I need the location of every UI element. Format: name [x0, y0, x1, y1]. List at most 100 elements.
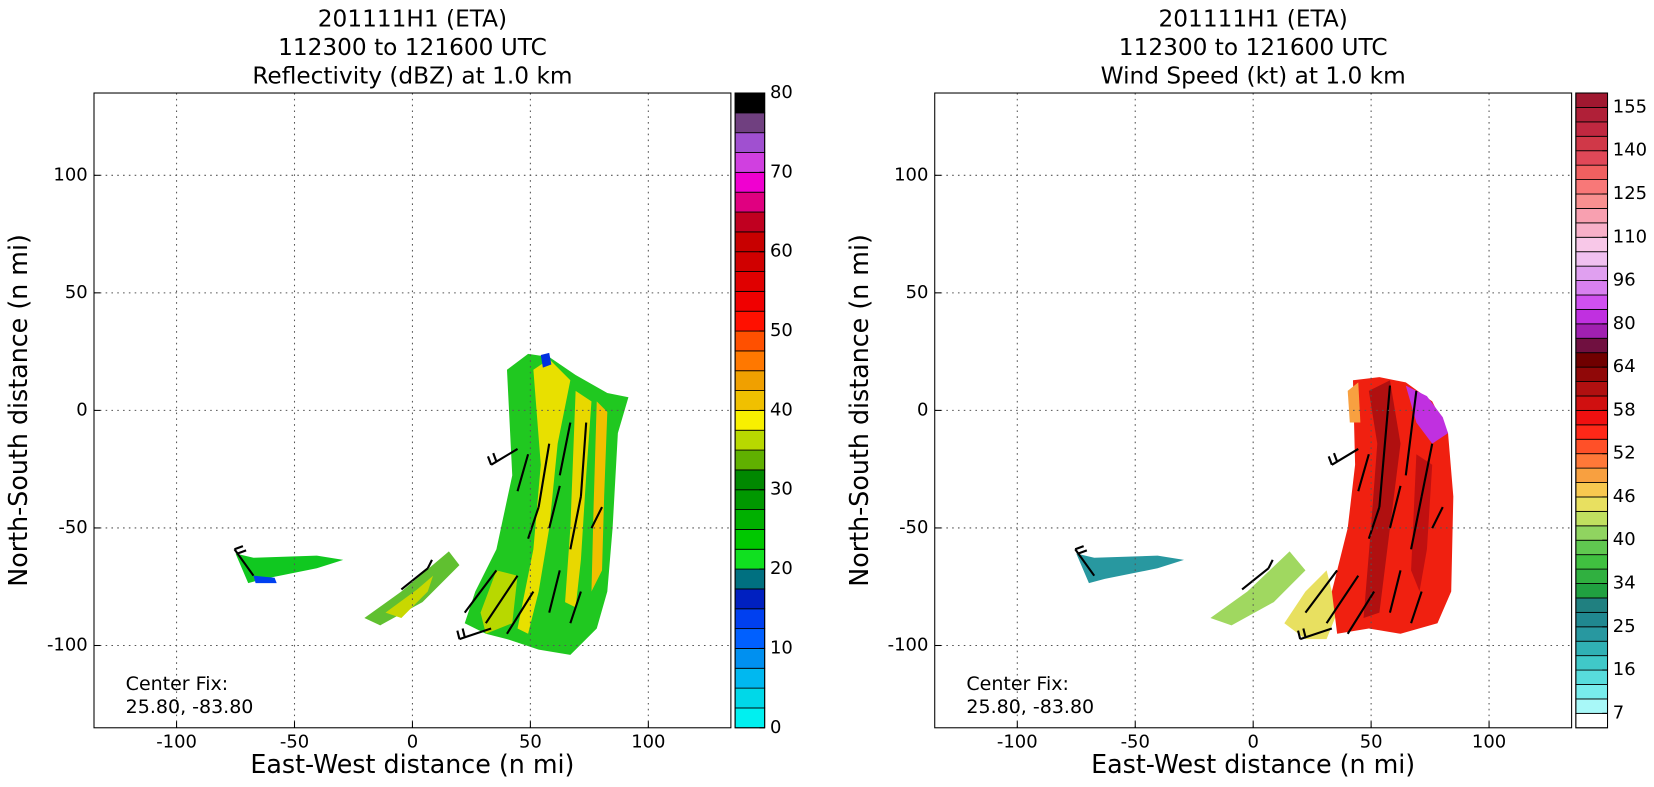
y-tick-label: 50 [65, 282, 88, 303]
colorbar-box [734, 191, 766, 213]
colorbar-box [734, 231, 766, 253]
colorbar-box [1575, 684, 1608, 700]
colorbar-box [734, 409, 766, 431]
wind-barbs [233, 422, 603, 641]
colorbar-tick-label: 60 [770, 241, 793, 262]
chart-subtitle: 112300 to 121600 UTC [278, 34, 547, 61]
colorbar-box [1575, 438, 1608, 455]
colorbar-box [1575, 554, 1608, 570]
colorbar-box [1575, 107, 1608, 123]
x-tick-label: -50 [1121, 732, 1150, 753]
colorbar-box [734, 429, 766, 451]
colorbar-box [1575, 366, 1608, 382]
x-axis-label: East-West distance (n mi) [1091, 749, 1415, 779]
colorbar-box [1575, 236, 1608, 253]
colorbar-tick-label: 58 [1613, 399, 1636, 420]
colorbar-box [1575, 179, 1608, 195]
colorbar-box [1575, 222, 1608, 238]
y-axis-label: North-South distance (n mi) [844, 234, 874, 587]
colorbar-tick-label: 16 [1613, 659, 1636, 680]
colorbar-box [734, 449, 766, 471]
colorbar-box [1575, 409, 1608, 426]
colorbar-tick-label: 7 [1613, 702, 1624, 723]
y-tick-label: -100 [888, 635, 929, 656]
colorbar-box [734, 608, 766, 630]
colorbar-box [1575, 597, 1608, 613]
colorbar-box [1575, 482, 1608, 498]
chart-title: 201111H1 (ETA) [1159, 6, 1348, 33]
colorbar-box [1575, 539, 1608, 556]
colorbar-tick-label: 96 [1613, 270, 1636, 291]
colorbar-box [1575, 164, 1608, 180]
colorbar-tick-label: 40 [1613, 529, 1636, 550]
chart-subtitle: 112300 to 121600 UTC [1119, 34, 1388, 61]
colorbar-tick-label: 46 [1613, 486, 1636, 507]
colorbar-box [734, 112, 766, 134]
colorbar-tick-label: 52 [1613, 443, 1636, 464]
colorbar-box [1575, 280, 1608, 296]
colorbar-box [734, 152, 766, 173]
colorbar-box [734, 310, 766, 332]
colorbar-box [734, 251, 766, 272]
colorbar-tick-label: 64 [1613, 356, 1636, 377]
x-tick-label: -50 [280, 732, 309, 753]
colorbar-box [1575, 525, 1608, 541]
y-axis-label: North-South distance (n mi) [3, 234, 33, 587]
colorbar-box [734, 370, 766, 391]
x-tick-label: 50 [1360, 732, 1383, 753]
plot-frame [934, 92, 1573, 729]
colorbar-box [1575, 510, 1608, 527]
colorbar-box [734, 390, 766, 411]
colorbar-box [1575, 308, 1608, 325]
colorbar-box [734, 92, 766, 114]
y-tick-label: 0 [917, 399, 928, 420]
x-tick-label: -100 [997, 732, 1038, 753]
colorbar-box [1575, 352, 1608, 368]
colorbar-box [1575, 150, 1608, 166]
y-tick-label: 100 [53, 164, 87, 185]
annotation: Center Fix: [966, 673, 1068, 695]
annotation: 25.80, -83.80 [966, 696, 1094, 718]
colorbar-box [1575, 626, 1608, 642]
colorbar-tick-label: 40 [770, 399, 793, 420]
colorbar-box [734, 350, 766, 372]
colorbar-box [1575, 698, 1608, 714]
x-tick-label: 100 [631, 732, 665, 753]
colorbar-tick-label: 110 [1613, 226, 1647, 247]
colorbar-tick-label: 30 [770, 479, 793, 500]
colorbar-box [734, 588, 766, 610]
colorbar-box [734, 568, 766, 590]
colorbar-box [1575, 583, 1608, 599]
colorbar-tick-label: 34 [1613, 573, 1636, 594]
colorbar-box [1575, 640, 1608, 657]
colorbar-box [734, 548, 766, 570]
colorbar-box [734, 707, 766, 729]
x-axis-label: East-West distance (n mi) [250, 749, 574, 779]
y-tick-label: 0 [76, 399, 87, 420]
colorbar-box [1575, 712, 1608, 729]
colorbar-box [1575, 121, 1608, 137]
x-tick-label: 50 [519, 732, 542, 753]
annotation: Center Fix: [126, 673, 228, 695]
colorbar-box [1575, 395, 1608, 411]
colorbar-tick-label: 10 [770, 637, 793, 658]
colorbar-box [734, 628, 766, 649]
colorbar-box [1575, 381, 1608, 397]
reflectivity-field [235, 352, 629, 655]
colorbar-tick-label: 20 [770, 558, 793, 579]
colorbar-box [1575, 251, 1608, 267]
colorbar-box [734, 132, 766, 153]
y-tick-label: 50 [906, 282, 929, 303]
colorbar-box [734, 330, 766, 352]
colorbar-tick-label: 50 [770, 320, 793, 341]
x-tick-label: 0 [407, 732, 418, 753]
colorbar-box [1575, 135, 1608, 152]
y-tick-label: -50 [899, 517, 928, 538]
chart-subtitle: Reflectivity (dBZ) at 1.0 km [252, 63, 572, 90]
colorbar-box [734, 211, 766, 233]
colorbar-tick-label: 155 [1613, 96, 1647, 117]
colorbar-box [1575, 453, 1608, 469]
wind-barbs [1074, 385, 1444, 641]
colorbar-box [734, 489, 766, 511]
